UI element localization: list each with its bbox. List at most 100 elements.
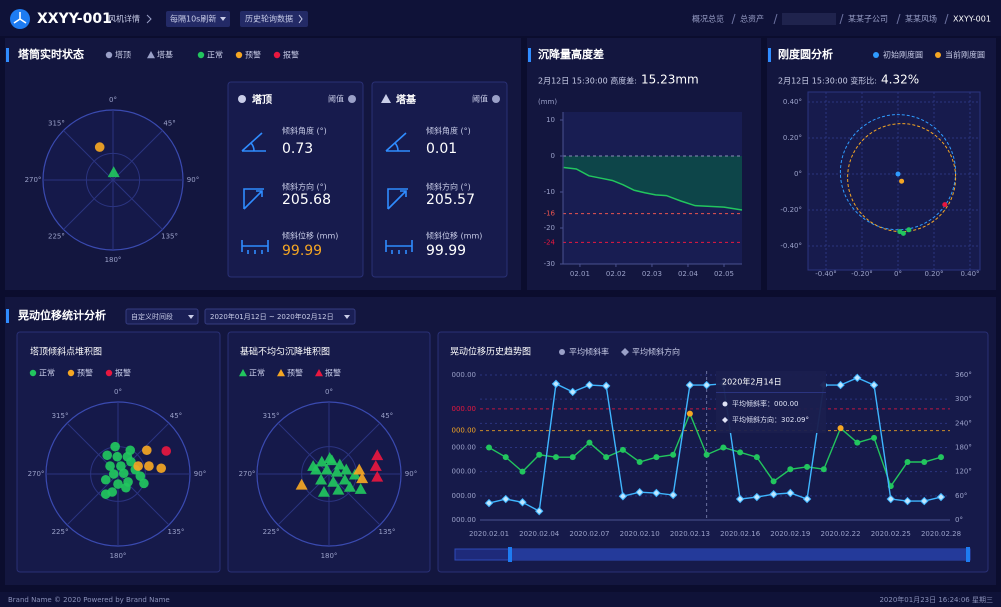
polar-point: [144, 461, 154, 471]
threshold-label: 阈值: [472, 94, 488, 104]
y-tick-label: 0: [551, 152, 555, 160]
x-tick-label: 2020.02.22: [821, 530, 861, 538]
direction-icon: [243, 188, 264, 210]
range-dropdown[interactable]: [204, 308, 356, 325]
metric-label: 倾斜方向 (°): [282, 182, 327, 192]
legend-marker: [147, 51, 155, 59]
point: [536, 451, 543, 458]
x-tick-label: 2020.02.19: [770, 530, 810, 538]
point: [586, 439, 593, 446]
y-tick-label: -20: [544, 224, 555, 232]
polar-point: [94, 142, 105, 152]
point: [502, 454, 509, 461]
legend-label: 塔顶: [115, 50, 131, 60]
polar-point: [110, 441, 120, 452]
point: [618, 492, 628, 501]
angle-label: 270°: [28, 470, 45, 478]
stiffness-circle: [839, 114, 957, 231]
y-tick-label: 0°: [794, 170, 802, 178]
x-tick-label: 2020.02.04: [519, 530, 560, 538]
footer-text: 2020年01月23日 16:24:06 星期三: [879, 595, 993, 604]
point: [601, 381, 611, 391]
legend-label: 报警: [115, 368, 131, 378]
slider-handle[interactable]: [508, 547, 512, 562]
series-line: [488, 411, 942, 488]
polar-point: [100, 489, 111, 499]
point: [486, 444, 492, 451]
legend-marker: [105, 51, 113, 59]
polar-point: [118, 468, 129, 479]
point: [720, 444, 727, 451]
info-icon: [492, 95, 500, 103]
x-tick-label: 2020.02.10: [620, 530, 660, 538]
point: [619, 446, 626, 453]
legend-label: 初始刚度圆: [883, 50, 923, 60]
separator: [839, 13, 844, 25]
slider-range[interactable]: [510, 549, 968, 560]
point: [769, 490, 778, 499]
point: [585, 380, 594, 390]
history-button[interactable]: [240, 11, 308, 27]
angle-label: 0°: [114, 388, 122, 396]
angle-label: 180°: [110, 552, 127, 560]
threshold-label: -24: [544, 238, 556, 246]
point: [787, 466, 794, 473]
polar-point: [315, 455, 328, 467]
refresh-text: 每隔10s刷新: [170, 14, 216, 24]
angle-label: 270°: [239, 470, 256, 478]
angle-label: 45°: [170, 412, 182, 420]
point: [802, 494, 812, 504]
angle-label: 90°: [405, 470, 417, 478]
polar-point: [327, 475, 340, 487]
breadcrumb: XXYY-001: [953, 15, 991, 24]
polar-point: [126, 456, 136, 467]
card: [227, 81, 364, 278]
point: [568, 387, 577, 397]
point: [770, 478, 777, 485]
period-dropdown[interactable]: [125, 308, 199, 325]
page-title: XXYY-001: [37, 11, 112, 27]
polar-point: [330, 465, 343, 477]
y2-tick-label: 360°: [955, 371, 972, 379]
direction-icon: [387, 188, 408, 210]
x-tick-label: 2020.02.01: [469, 530, 509, 538]
title-bar: [768, 48, 771, 62]
point: [895, 171, 901, 177]
x-tick-label: 2020.02.25: [871, 530, 911, 538]
polar-point: [323, 452, 336, 463]
polar-point: [354, 483, 367, 494]
x-tick-label: -0.20°: [851, 270, 873, 278]
polar-point: [113, 479, 123, 489]
legend-marker: [105, 369, 113, 377]
polar-point: [295, 478, 308, 490]
angle-label: 90°: [194, 470, 206, 478]
legend-marker: [873, 52, 879, 58]
y2-tick-label: 120°: [955, 468, 972, 476]
polar-spoke: [63, 179, 114, 230]
point: [569, 454, 576, 461]
angle-label: 45°: [381, 412, 393, 420]
slider-handle[interactable]: [966, 547, 970, 562]
stiffness-circle: [847, 123, 957, 233]
tooltip-line: 平均倾斜率：000.00: [732, 399, 799, 408]
polar-spoke: [112, 179, 163, 230]
polar-point: [102, 450, 112, 461]
card-marker: [238, 95, 246, 103]
point: [921, 459, 928, 465]
y2-tick-label: 240°: [955, 419, 972, 427]
tooltip-title: 2020年2月14日: [722, 377, 782, 387]
metric-label: 倾斜位移 (mm): [426, 231, 482, 241]
angle-label: 225°: [52, 528, 69, 536]
y2-tick-label: 0°: [955, 516, 963, 524]
legend-label: 报警: [283, 50, 299, 60]
polar-spoke: [112, 130, 163, 181]
angle-label: 180°: [321, 552, 338, 560]
point: [737, 449, 744, 456]
ruler-icon: [241, 240, 269, 254]
refresh-dropdown[interactable]: [166, 11, 230, 27]
polar-point: [139, 478, 149, 489]
separator: [896, 13, 901, 25]
point: [685, 380, 695, 390]
tooltip-marker: [722, 417, 728, 423]
angle-label: 225°: [48, 233, 65, 241]
